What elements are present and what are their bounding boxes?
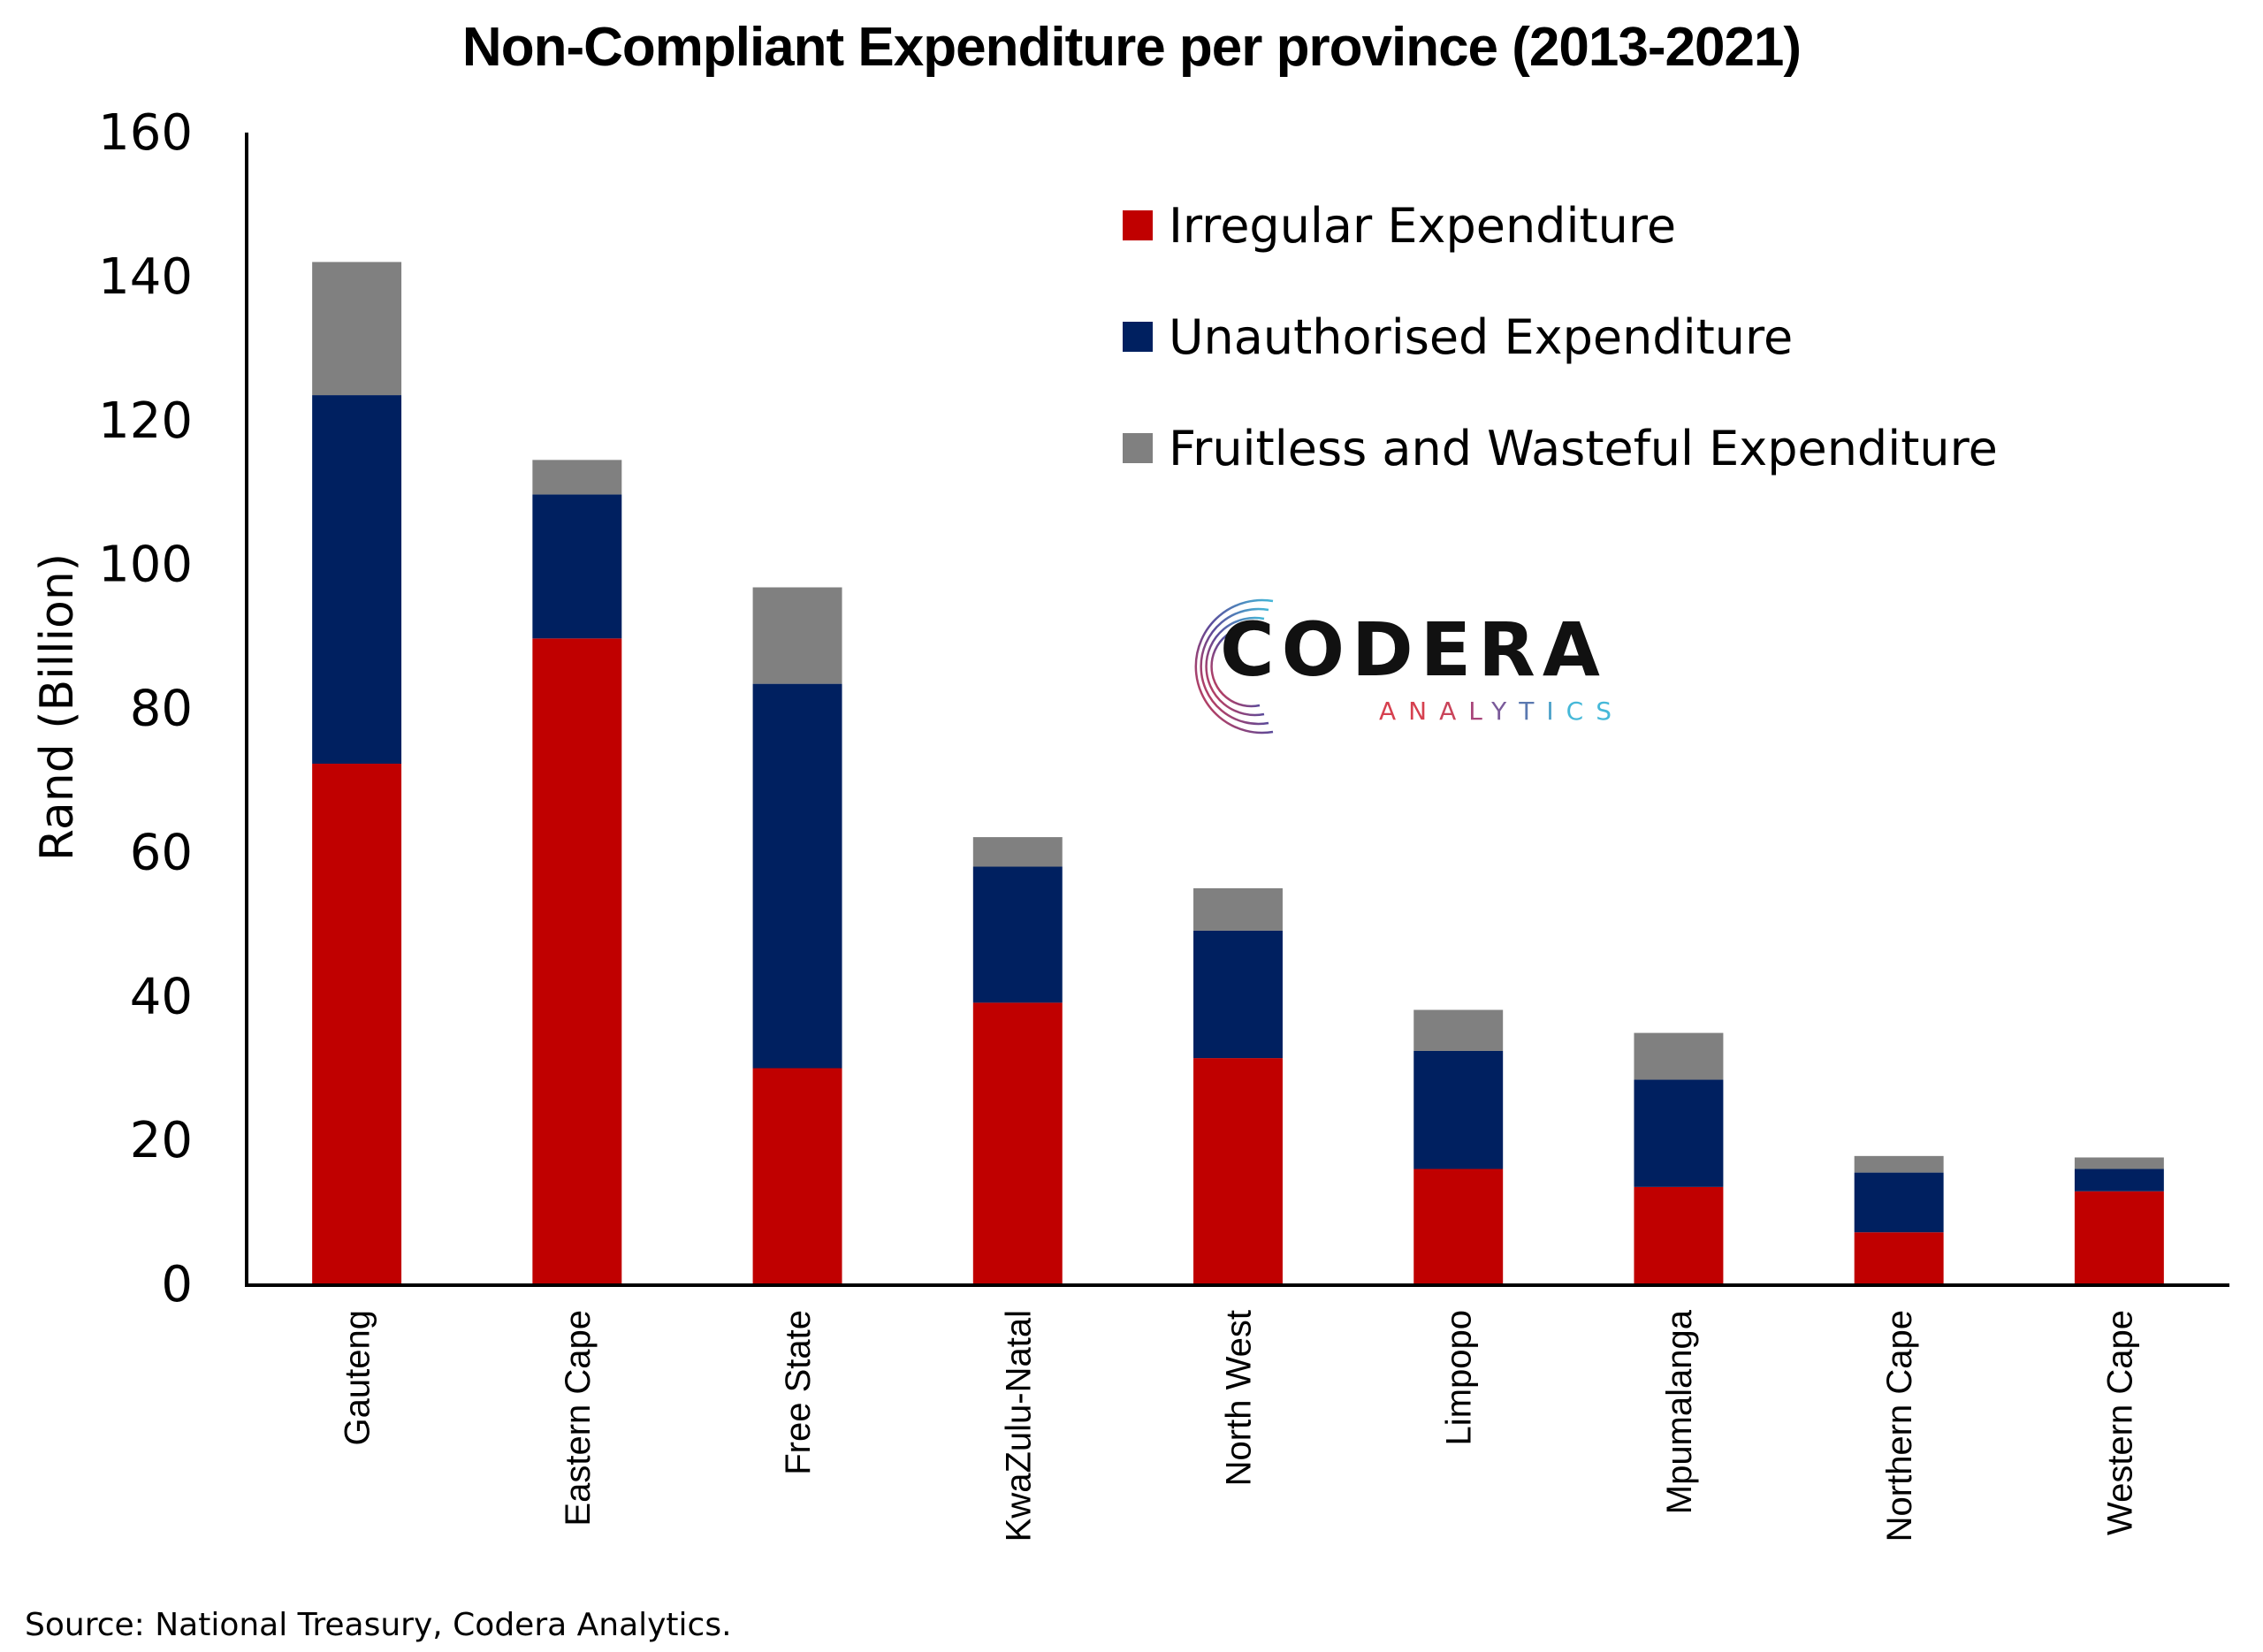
bar-segment-gauteng-2 xyxy=(312,395,402,765)
bar-segment-eastern-cape-1 xyxy=(532,638,622,1283)
legend-label: Irregular Expenditure xyxy=(1169,198,1676,254)
x-tick-label: Mpumalanga xyxy=(1660,1309,1699,1514)
chart-title: Non-Compliant Expenditure per province (… xyxy=(461,17,1802,78)
x-tick-label: KwaZulu-Natal xyxy=(999,1310,1038,1542)
logo-tagline-letter: C xyxy=(1566,697,1596,726)
legend-swatch xyxy=(1123,433,1153,463)
legend-swatch xyxy=(1123,322,1153,352)
y-tick-label: 0 xyxy=(161,1256,193,1313)
logo-tagline: ANALYTICS xyxy=(1379,697,1624,726)
logo-circuit-icon xyxy=(1194,598,1274,735)
logo-tagline-letter: S xyxy=(1596,697,1624,726)
bar-segment-northern-cape-2 xyxy=(1854,1172,1944,1233)
bar-segment-north-west-3 xyxy=(1193,887,1283,931)
bar-segment-north-west-2 xyxy=(1193,930,1283,1059)
bars-group xyxy=(312,262,2164,1283)
legend: Irregular Expenditure Unauthorised Expend… xyxy=(1123,198,1998,476)
legend-label: Unauthorised Expenditure xyxy=(1169,309,1793,365)
bar-segment-kwazulu-natal-2 xyxy=(972,866,1063,1003)
bar-segment-eastern-cape-2 xyxy=(532,494,622,639)
bar-segment-north-west-1 xyxy=(1193,1058,1283,1283)
logo-tagline-letter: T xyxy=(1519,697,1547,726)
logo-tagline-letter: L xyxy=(1468,697,1492,726)
y-tick-label: 160 xyxy=(98,104,193,162)
y-tick-label: 40 xyxy=(130,968,193,1025)
bar-segment-limpopo-2 xyxy=(1413,1050,1504,1169)
x-tick-label: Free State xyxy=(779,1310,818,1475)
y-tick-label: 140 xyxy=(98,248,193,306)
x-tick-label: North West xyxy=(1220,1310,1259,1486)
x-tick-label: Eastern Cape xyxy=(559,1310,598,1526)
x-tick-label: Limpopo xyxy=(1440,1310,1479,1445)
x-tick-label: Northern Cape xyxy=(1880,1310,1919,1542)
bar-segment-gauteng-1 xyxy=(312,764,402,1283)
codera-logo: CODERA ANALYTICS xyxy=(1176,590,1618,741)
x-category-labels: Gauteng Eastern Cape Free State KwaZulu-Nat… xyxy=(339,1309,2140,1542)
logo-tagline-letter: Y xyxy=(1491,697,1520,726)
logo-tagline-letter: I xyxy=(1546,697,1566,726)
bar-segment-western-cape-2 xyxy=(2074,1169,2164,1191)
bar-segment-limpopo-1 xyxy=(1413,1169,1504,1283)
bar-segment-western-cape-1 xyxy=(2074,1191,2164,1283)
bar-segment-free-state-3 xyxy=(752,587,842,684)
logo-tagline-letter: A xyxy=(1439,697,1469,726)
legend-label: Fruitless and Wasteful Expenditure xyxy=(1169,421,1998,476)
legend-swatch xyxy=(1123,210,1153,240)
bar-segment-eastern-cape-3 xyxy=(532,460,622,495)
y-axis-label: Rand (Billion) xyxy=(31,553,84,861)
y-tick-label: 80 xyxy=(130,681,193,738)
y-tick-label: 60 xyxy=(130,824,193,881)
bar-segment-limpopo-3 xyxy=(1413,1009,1504,1051)
bar-segment-gauteng-3 xyxy=(312,262,402,396)
bar-segment-mpumalanga-2 xyxy=(1634,1079,1724,1187)
logo-wordmark: CODERA xyxy=(1220,606,1607,693)
logo-tagline-letter: N xyxy=(1408,697,1440,726)
y-tick-label: 120 xyxy=(98,392,193,450)
x-tick-label: Gauteng xyxy=(339,1310,377,1445)
bar-segment-free-state-2 xyxy=(752,683,842,1069)
bar-segment-free-state-1 xyxy=(752,1068,842,1283)
bar-segment-western-cape-3 xyxy=(2074,1157,2164,1169)
bar-segment-northern-cape-3 xyxy=(1854,1155,1944,1173)
bar-segment-kwazulu-natal-3 xyxy=(972,837,1063,867)
bar-segment-mpumalanga-1 xyxy=(1634,1186,1724,1283)
bar-segment-mpumalanga-3 xyxy=(1634,1032,1724,1080)
bar-segment-kwazulu-natal-1 xyxy=(972,1002,1063,1283)
source-note: Source: National Treasury, Codera Analyt… xyxy=(25,1607,732,1643)
y-tick-label: 20 xyxy=(130,1112,193,1169)
bar-segment-northern-cape-1 xyxy=(1854,1232,1944,1283)
y-tick-labels: 0 20 40 60 80 100 120 140 160 xyxy=(98,104,193,1313)
logo-tagline-letter: A xyxy=(1379,697,1409,726)
y-tick-label: 100 xyxy=(98,537,193,594)
x-tick-label: Western Cape xyxy=(2100,1310,2139,1535)
